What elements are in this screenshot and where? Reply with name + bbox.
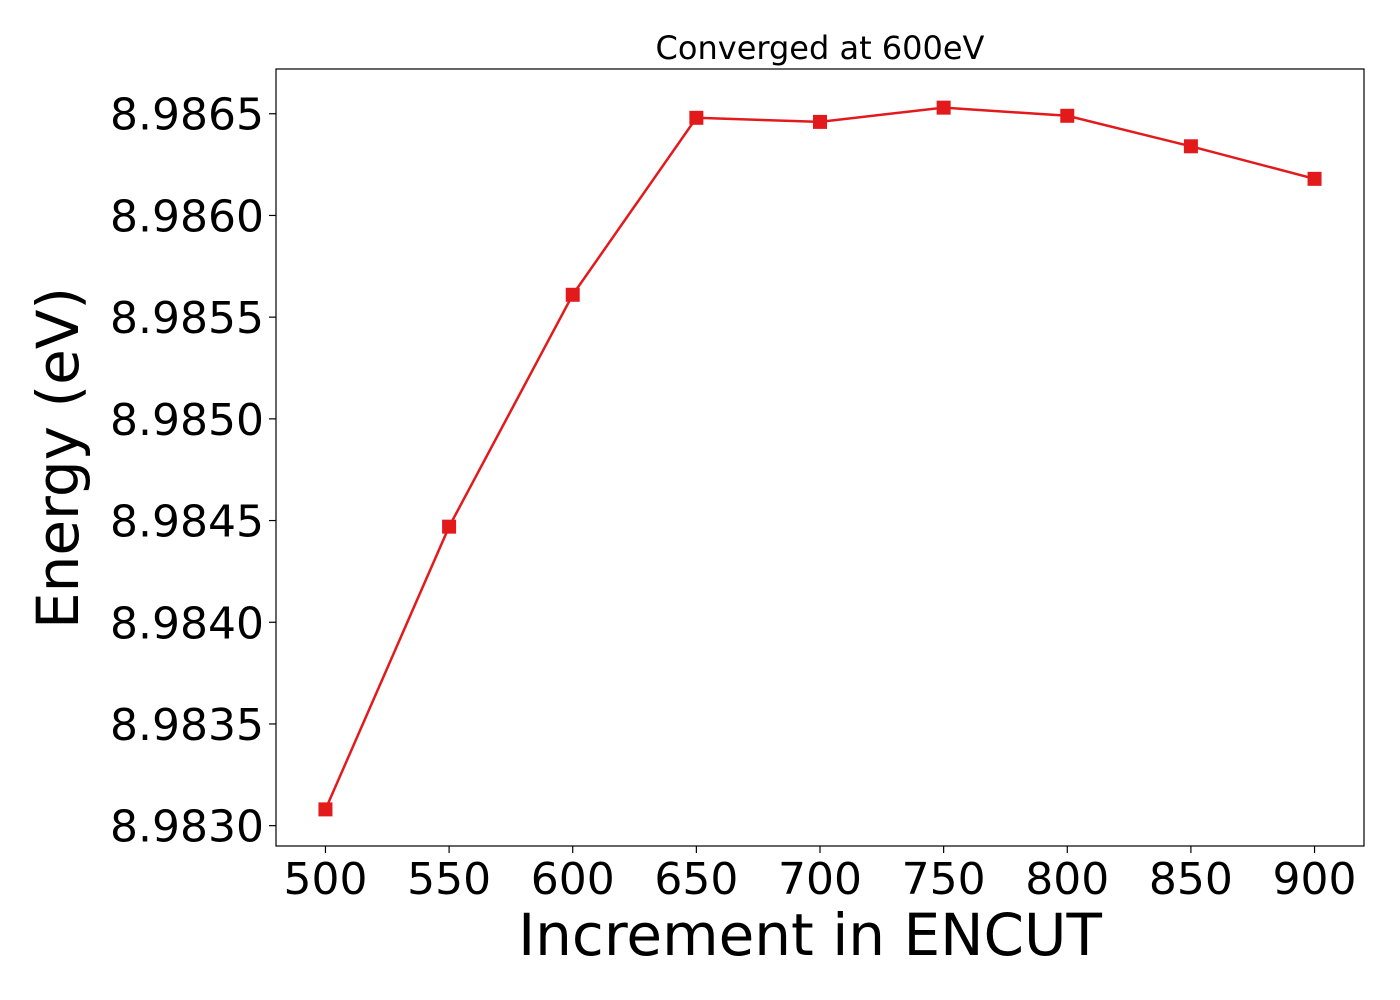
y-tick-label: 8.9845: [110, 497, 264, 548]
x-tick-label: 800: [1025, 854, 1109, 905]
y-tick-label: 8.9850: [110, 395, 264, 446]
data-point-marker: [565, 287, 580, 302]
y-tick-label: 8.9855: [110, 293, 264, 344]
data-point-marker: [1183, 139, 1198, 154]
y-tick-label: 8.9860: [110, 191, 264, 242]
y-axis-label: Energy (eV): [24, 287, 92, 629]
data-point-marker: [318, 802, 333, 817]
plot-frame: [275, 68, 1365, 847]
y-tick-label: 8.9840: [110, 598, 264, 649]
y-axis: 8.9830 8.9835 8.9840 8.9845 8.9850 8.9855 8.98…: [110, 90, 276, 853]
y-tick-label: 8.9830: [110, 802, 264, 853]
data-point-marker: [689, 110, 704, 125]
data-point-marker: [1307, 171, 1322, 186]
series-line: [324, 106, 1315, 810]
x-tick-label: 900: [1273, 854, 1357, 905]
x-axis-label: Increment in ENCUT: [518, 901, 1102, 969]
x-tick-label: 500: [283, 854, 367, 905]
x-tick-label: 850: [1149, 854, 1233, 905]
x-tick-label: 600: [531, 854, 615, 905]
x-tick-label: 700: [778, 854, 862, 905]
data-point-marker: [1060, 108, 1075, 123]
data-point-marker: [936, 100, 951, 115]
data-point-marker: [442, 519, 457, 534]
y-tick-label: 8.9835: [110, 700, 264, 751]
plot-area: [275, 68, 1365, 847]
data-point-marker: [813, 114, 827, 129]
chart-title: Converged at 600eV: [656, 29, 985, 67]
x-tick-label: 750: [902, 854, 986, 905]
x-tick-label: 550: [407, 854, 491, 905]
x-tick-label: 650: [654, 854, 738, 905]
y-tick-label: 8.9865: [110, 90, 264, 141]
x-axis: 500 550 600 650 700 750 800 850 900: [283, 846, 1357, 905]
